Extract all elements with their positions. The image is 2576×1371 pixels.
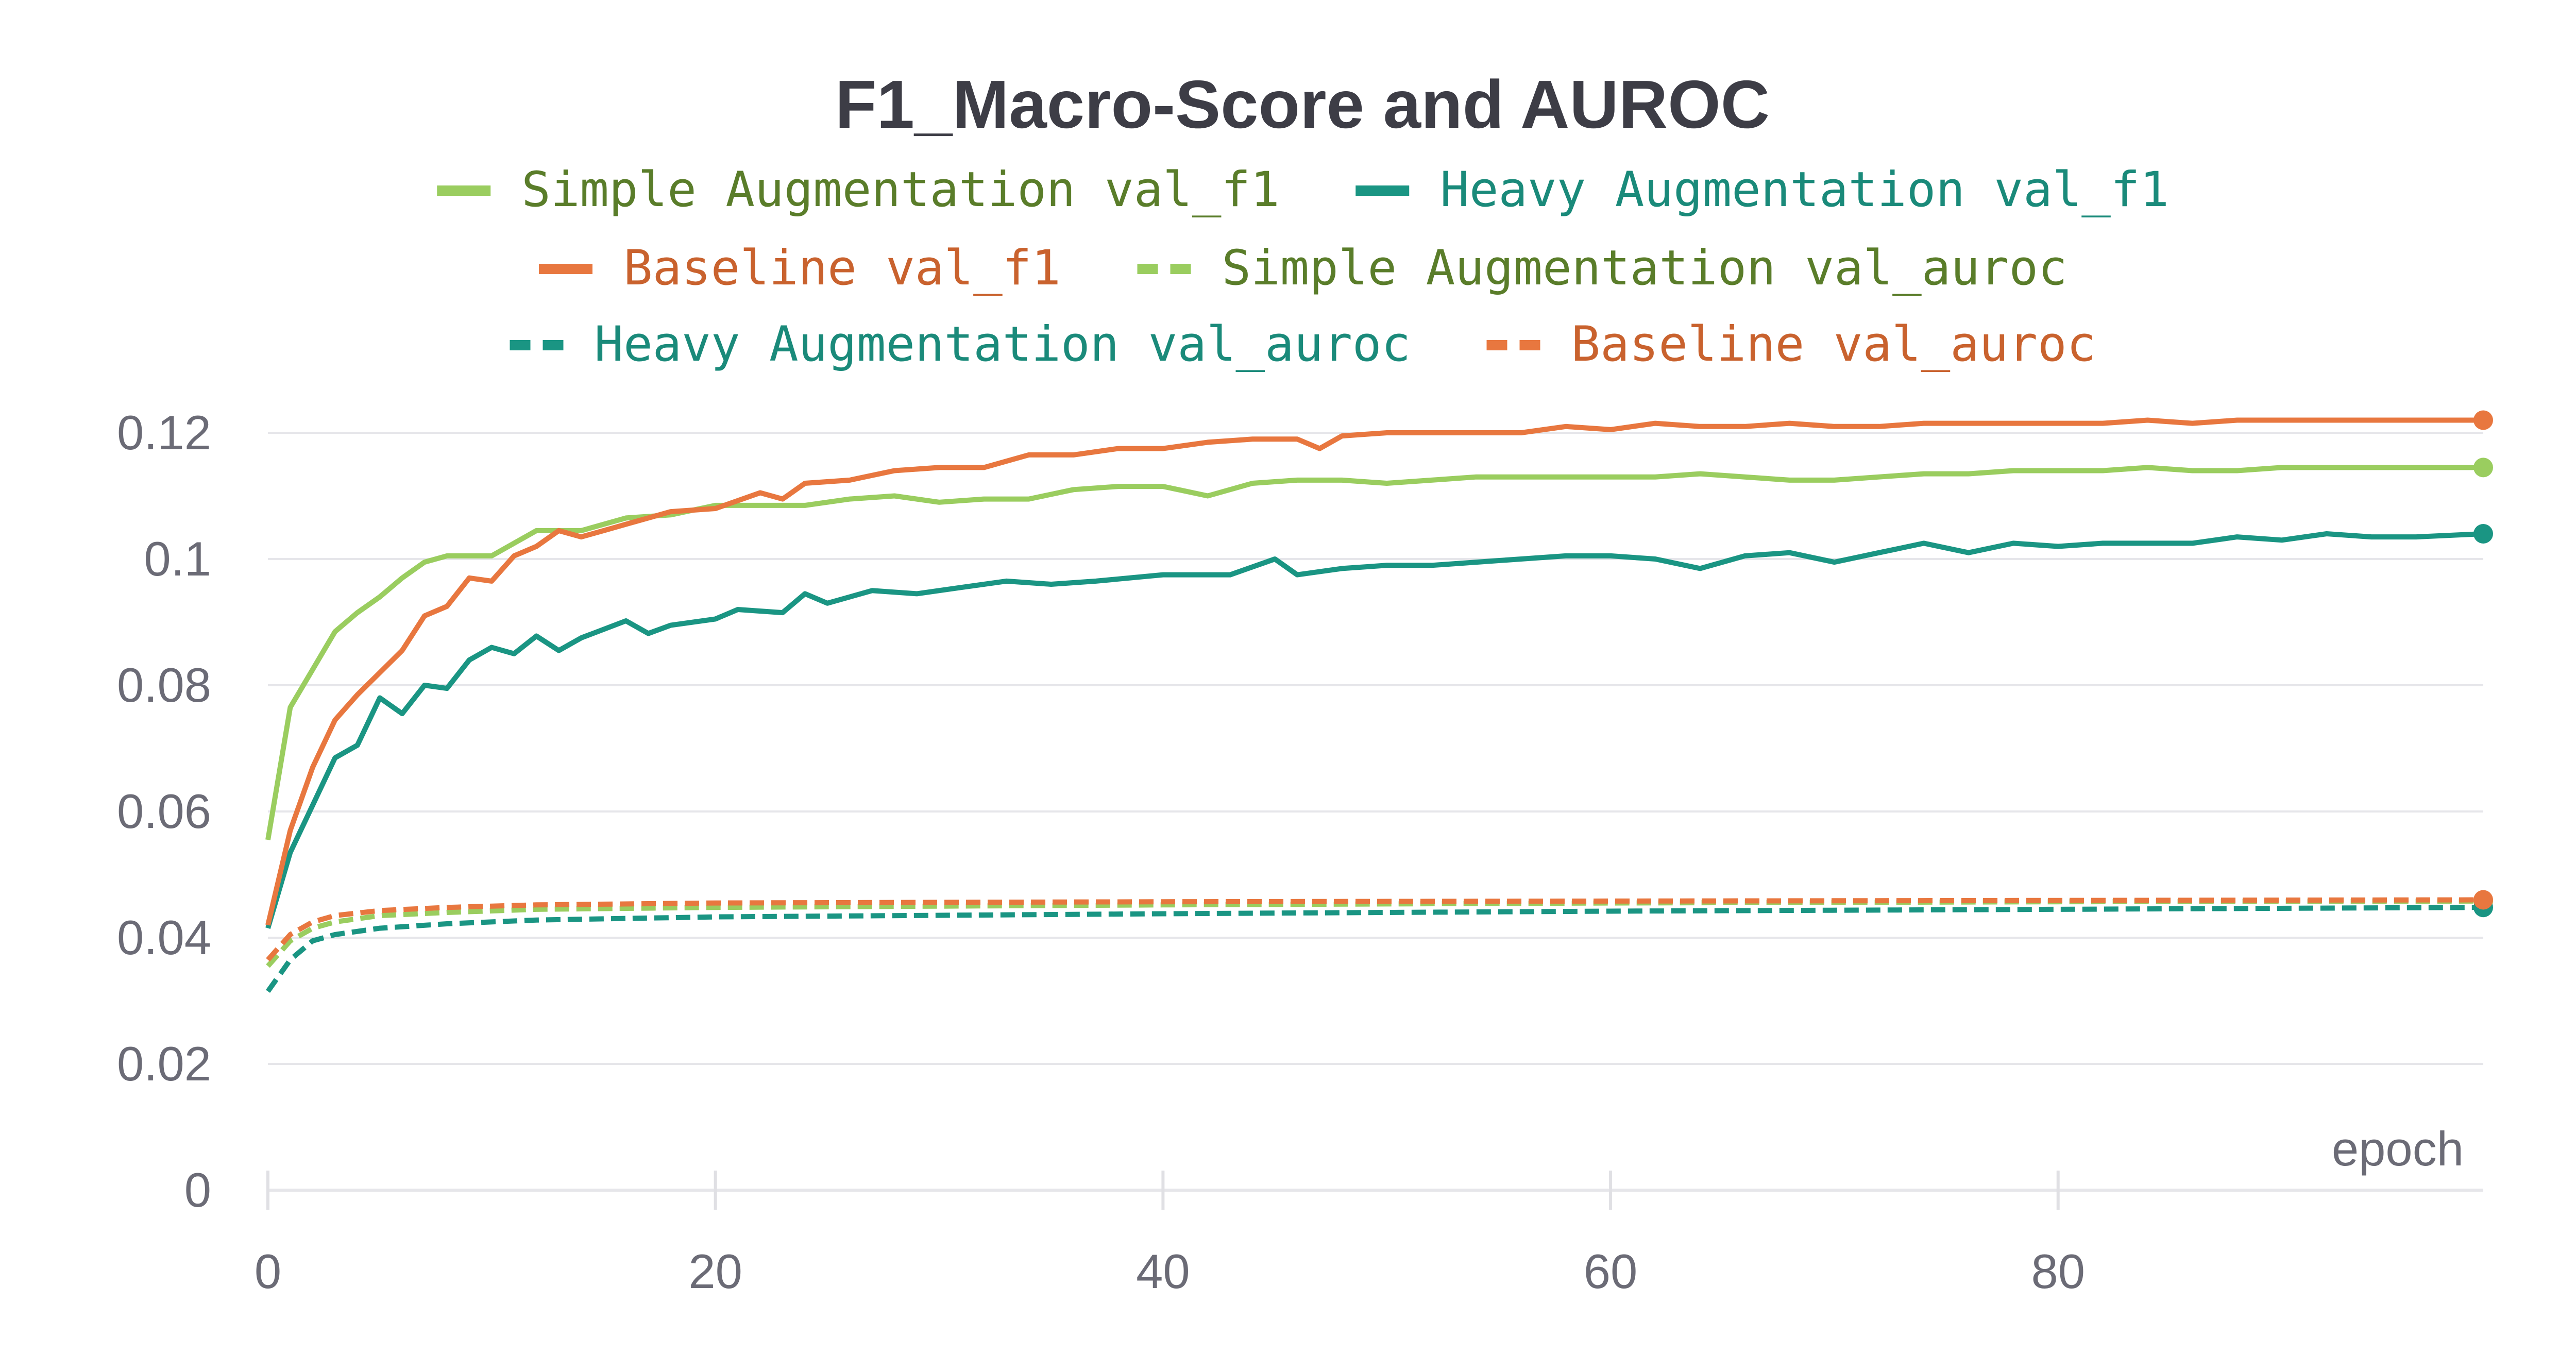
x-tick-label: 80 xyxy=(2031,1244,2085,1298)
x-tick-label: 60 xyxy=(1584,1244,1638,1298)
series-line-baseline-val-auroc xyxy=(266,897,2484,962)
series-end-point-heavy-augmentation-val-f1 xyxy=(2473,524,2493,544)
legend-label-baseline-val-auroc: Baseline val_auroc xyxy=(1571,316,2096,373)
x-tick-label: 20 xyxy=(688,1244,742,1298)
series-line-heavy-augmentation-val-f1 xyxy=(265,531,2484,929)
legend-label-heavy-augmentation-val-f1: Heavy Augmentation val_f1 xyxy=(1440,162,2169,218)
series-line-simple-augmentation-val-f1 xyxy=(265,465,2483,840)
chart-title: F1_Macro-Score and AUROC xyxy=(835,66,1770,142)
y-tick-label: 0.04 xyxy=(117,910,211,964)
legend-label-simple-augmentation-val-f1: Simple Augmentation val_f1 xyxy=(521,162,1279,218)
y-tick-label: 0.1 xyxy=(144,532,211,586)
y-tick-label: 0.08 xyxy=(117,658,211,712)
series-end-point-simple-augmentation-val-f1 xyxy=(2473,458,2493,478)
x-tick-label: 40 xyxy=(1136,1244,1190,1298)
series-end-point-baseline-val-auroc xyxy=(2473,890,2493,910)
series-line-baseline-val-f1 xyxy=(265,417,2483,926)
series-line-heavy-augmentation-val-auroc xyxy=(265,905,2484,993)
legend-label-heavy-augmentation-val-auroc: Heavy Augmentation val_auroc xyxy=(595,316,1411,373)
y-tick-label: 0 xyxy=(184,1163,211,1217)
y-tick-label: 0.06 xyxy=(117,784,211,838)
x-tick-label: 0 xyxy=(255,1244,281,1298)
legend-label-baseline-val-f1: Baseline val_f1 xyxy=(623,240,1061,296)
y-tick-label: 0.02 xyxy=(117,1037,211,1091)
legend-label-simple-augmentation-val-auroc: Simple Augmentation val_auroc xyxy=(1222,240,2067,296)
series-end-point-baseline-val-f1 xyxy=(2473,410,2493,430)
legend: Simple Augmentation val_f1 Heavy Augmenta… xyxy=(437,162,2169,373)
x-axis-label: epoch xyxy=(2332,1122,2464,1176)
series-lines xyxy=(265,410,2493,993)
axes: 0 0.02 0.04 0.06 0.08 0.1 0.12 0 20 40 60 80 xyxy=(117,405,2483,1298)
y-tick-label: 0.12 xyxy=(117,405,211,460)
